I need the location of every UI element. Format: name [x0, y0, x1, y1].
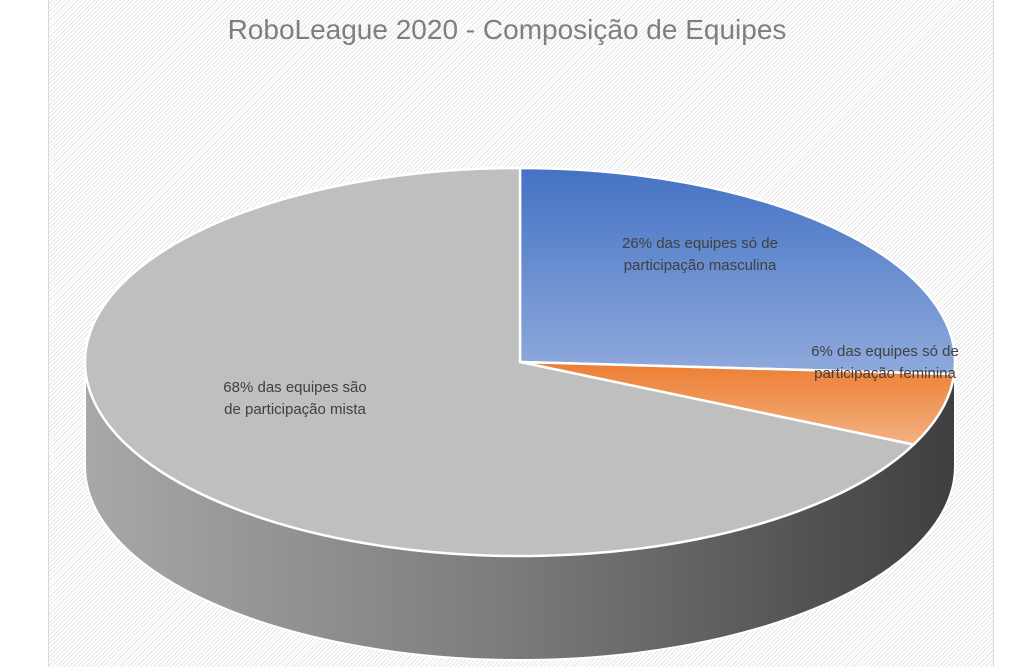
pie-slice-0: [518, 166, 957, 376]
chart-title: RoboLeague 2020 - Composição de Equipes: [227, 14, 787, 45]
slice-label-0: 26% das equipes só de participação mascul…: [622, 235, 778, 274]
pie-slice-1: [519, 360, 956, 446]
slice-label-2: 68% das equipes são de participação mista: [223, 379, 366, 418]
slice-label-1: 6% das equipes só de participação feminin…: [811, 343, 959, 382]
pie-slice-2: [83, 166, 917, 558]
